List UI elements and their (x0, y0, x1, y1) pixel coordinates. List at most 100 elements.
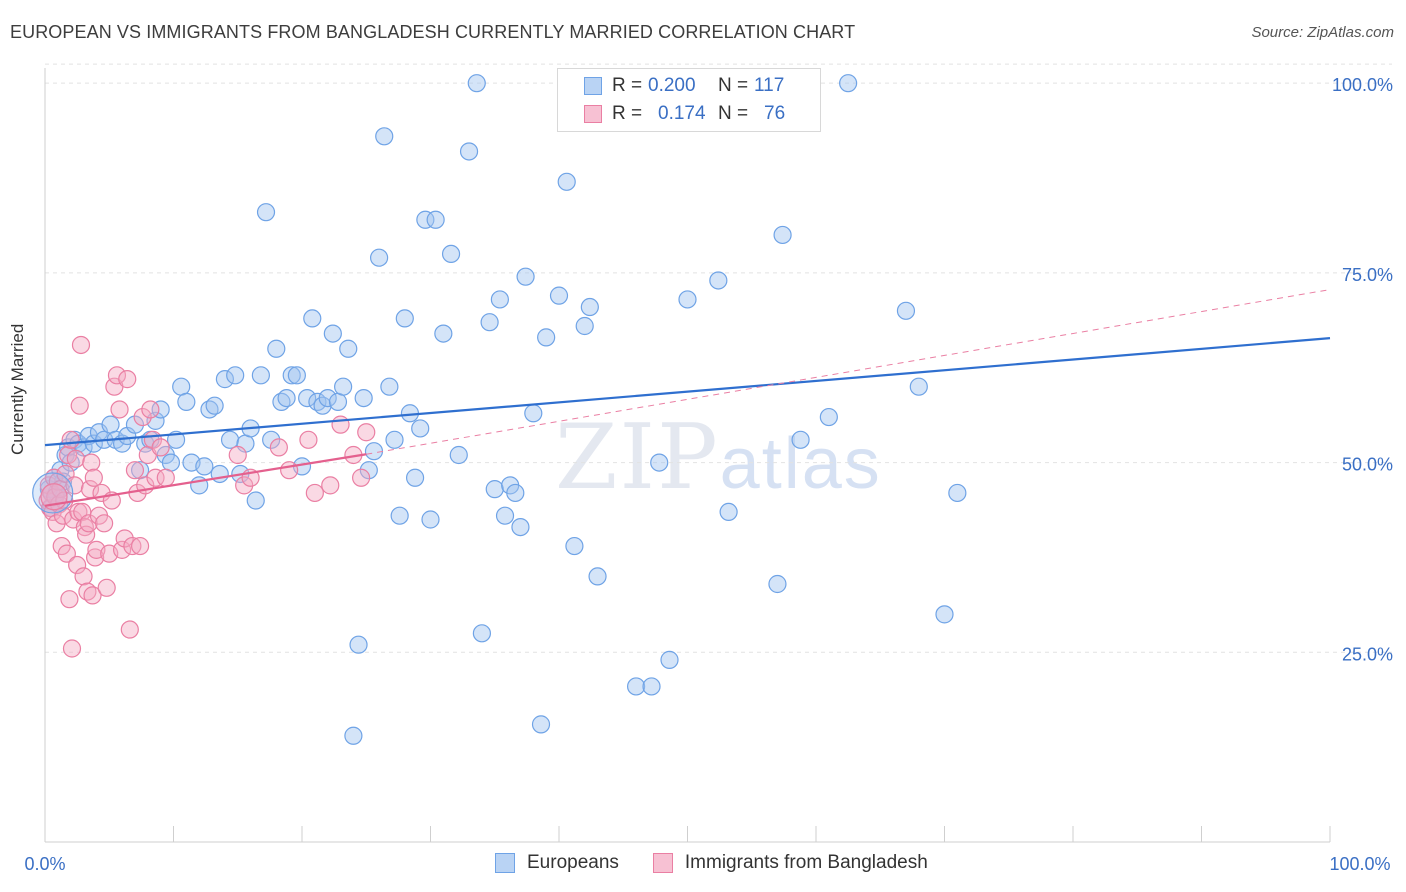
european-point (395, 309, 414, 328)
european-point (195, 457, 214, 476)
y-tick-label: 25.0% (1342, 644, 1393, 664)
bangladesh-point (228, 445, 247, 465)
y-tick-label: 50.0% (1342, 455, 1393, 475)
european-point (380, 377, 399, 396)
european-point (287, 366, 306, 385)
watermark-zip: ZIP (555, 405, 720, 510)
bangladesh-point (269, 438, 288, 457)
european-point (495, 506, 515, 525)
bangladesh-point (66, 449, 85, 468)
bangladesh-point (77, 525, 96, 544)
bangladesh-point (70, 396, 89, 415)
european-point (267, 339, 286, 358)
x-tick-label-max: 100.0% (1329, 854, 1390, 874)
stats-legend-row-europeans: R = 0.200 N = 117 (584, 73, 794, 99)
european-trendline (44, 337, 1331, 447)
bangladesh-point (71, 335, 91, 355)
european-point (642, 677, 661, 696)
european-point (256, 203, 276, 222)
bangladesh-point (86, 548, 105, 567)
source-label: Source: ZipAtlas.com (1251, 24, 1394, 41)
european-point (948, 483, 967, 503)
r-label: R = (612, 103, 643, 124)
europeans-legend-swatch (495, 853, 515, 873)
european-point (370, 248, 389, 267)
bangladesh-point (61, 430, 80, 449)
european-point (390, 506, 409, 525)
bangladesh-point (151, 438, 170, 457)
bangladesh-point (57, 544, 76, 563)
european-point (303, 309, 322, 328)
legend-item-europeans[interactable]: Europeans (495, 852, 619, 874)
european-point (421, 510, 440, 529)
european-point (220, 430, 240, 449)
european-point (354, 388, 373, 408)
bangladesh-point (125, 461, 145, 480)
bangladesh-point (120, 620, 139, 639)
bangladesh-swatch (584, 105, 602, 123)
european-point (84, 434, 103, 453)
european-point (524, 404, 543, 423)
x-tick-label-min: 0.0% (24, 854, 65, 874)
european-point (375, 127, 394, 146)
european-point (101, 415, 120, 434)
bangladesh-trendline (44, 453, 367, 507)
european-point (557, 172, 576, 191)
bangladesh-point (280, 461, 299, 480)
european-point (177, 392, 196, 411)
european-point (385, 430, 404, 449)
european-point (839, 74, 858, 93)
european-point (364, 442, 384, 461)
european-point (506, 483, 525, 503)
european-point (416, 210, 435, 229)
european-point (531, 715, 551, 734)
european-point (172, 377, 191, 396)
european-point (328, 392, 348, 411)
bangladesh-point (97, 578, 116, 597)
r-label: R = (612, 75, 643, 96)
european-point (349, 635, 368, 654)
european-point (480, 313, 499, 332)
european-point (323, 324, 342, 343)
n-label: N = (718, 103, 749, 124)
european-point (485, 480, 504, 499)
bangladesh-point (65, 476, 84, 495)
bangladesh-point (83, 586, 102, 605)
european-point (318, 388, 337, 408)
european-point (210, 464, 229, 484)
european-point (490, 290, 509, 309)
european-point (588, 567, 607, 586)
watermark: ZIPatlas (555, 405, 882, 510)
european-point (660, 650, 679, 669)
europeans-swatch (584, 77, 602, 95)
european-point (426, 210, 445, 229)
europeans-legend-label: Europeans (527, 852, 619, 873)
series-legend: Europeans Immigrants from Bangladesh (495, 852, 962, 874)
bangladesh-point (352, 468, 371, 487)
european-point (151, 400, 170, 419)
bangladesh-point (133, 407, 152, 427)
european-point (511, 517, 530, 537)
european-point (125, 415, 145, 434)
europeans-r-value: 0.200 (648, 75, 696, 96)
european-point (678, 290, 697, 309)
bangladesh-point (84, 468, 103, 487)
european-point (359, 461, 378, 480)
y-tick-label: 100.0% (1332, 75, 1393, 95)
bangladesh-point (95, 514, 114, 533)
n-label: N = (718, 75, 749, 96)
european-point (719, 502, 738, 522)
european-point (773, 225, 792, 245)
stats-legend-row-bangladesh: R = 0.174 N = 76 (584, 101, 804, 127)
stats-legend: R = 0.200 N = 117 R = 0.174 N = 76 (557, 68, 821, 132)
bangladesh-point (115, 529, 134, 548)
legend-item-bangladesh[interactable]: Immigrants from Bangladesh (652, 852, 928, 874)
european-point (334, 377, 353, 396)
bangladesh-point (305, 483, 324, 503)
european-point (411, 419, 430, 438)
europeans-n-value: 117 (754, 75, 785, 96)
bangladesh-point (110, 400, 129, 419)
chart-title: EUROPEAN VS IMMIGRANTS FROM BANGLADESH C… (10, 22, 856, 42)
bangladesh-point (123, 536, 142, 556)
